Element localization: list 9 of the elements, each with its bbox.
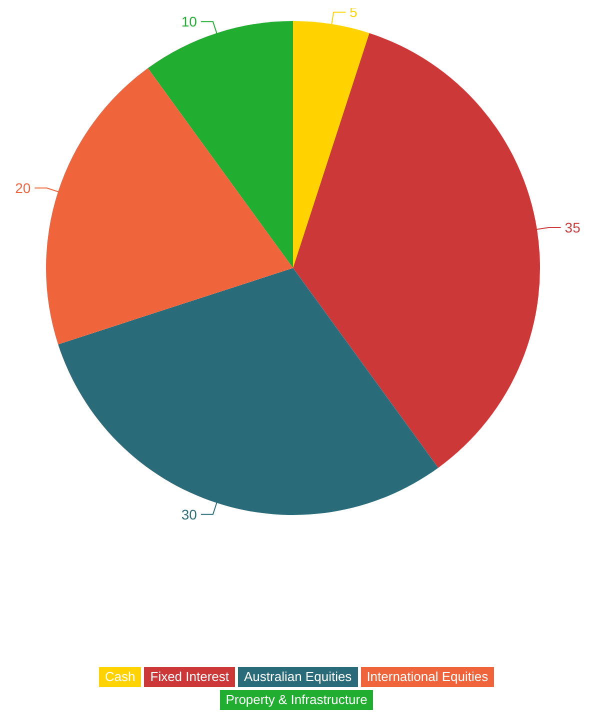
legend-label: International Equities [366, 667, 494, 687]
legend-label: Cash [104, 667, 142, 687]
data-label: 35 [564, 219, 581, 236]
legend-label: Fixed Interest [150, 667, 236, 687]
legend-label: Property & Infrastructure [226, 690, 374, 710]
data-label: 30 [181, 506, 198, 522]
data-label: 20 [15, 180, 31, 196]
legend-label: Australian Equities [244, 667, 358, 687]
data-label: 10 [181, 14, 198, 30]
